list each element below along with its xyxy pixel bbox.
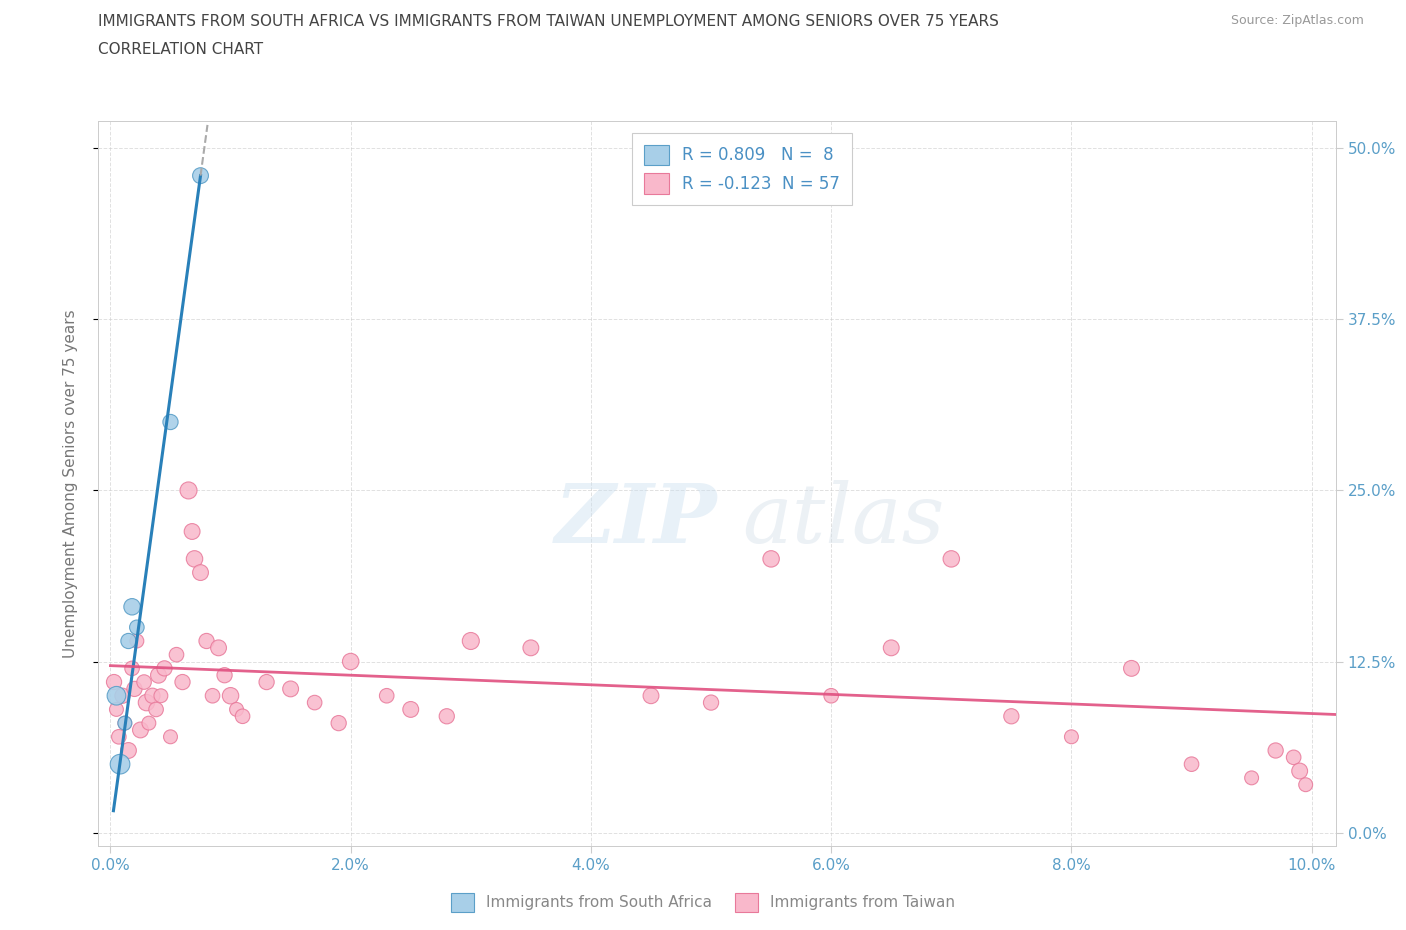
Point (1180, 757, 1202, 772)
Point (117, 633, 139, 648)
Point (125, 633, 148, 648)
Point (108, 729, 131, 744)
Point (153, 661, 176, 676)
Point (460, 633, 482, 648)
Point (114, 716, 136, 731)
Point (1288, 764, 1310, 778)
Point (1240, 770, 1263, 785)
Point (141, 688, 163, 703)
Point (1282, 750, 1305, 764)
Point (121, 661, 143, 676)
Point (207, 641, 229, 656)
Point (172, 674, 194, 689)
Point (304, 695, 326, 710)
Point (195, 633, 218, 648)
Point (759, 551, 782, 566)
Point (166, 647, 188, 662)
Point (103, 674, 125, 689)
Point (135, 695, 157, 710)
Point (820, 688, 842, 703)
Text: IMMIGRANTS FROM SOUTH AFRICA VS IMMIGRANTS FROM TAIWAN UNEMPLOYMENT AMONG SENIOR: IMMIGRANTS FROM SOUTH AFRICA VS IMMIGRAN… (98, 14, 1000, 29)
Point (145, 702, 167, 717)
Text: CORRELATION CHART: CORRELATION CHART (98, 42, 263, 57)
Point (149, 688, 172, 703)
Point (280, 682, 302, 697)
Point (177, 483, 200, 498)
Point (132, 674, 155, 689)
Point (124, 682, 146, 697)
Point (105, 702, 128, 717)
Y-axis label: Unemployment Among Seniors over 75 years: Unemployment Among Seniors over 75 years (63, 310, 77, 658)
Point (328, 716, 350, 731)
Point (339, 654, 361, 669)
Point (436, 709, 458, 724)
Text: Source: ZipAtlas.com: Source: ZipAtlas.com (1230, 14, 1364, 27)
Point (148, 668, 170, 683)
Point (232, 709, 254, 724)
Point (880, 641, 903, 656)
Point (183, 551, 205, 566)
Point (159, 415, 181, 430)
Point (125, 620, 148, 635)
Legend: R = 0.809   N =  8, R = -0.123  N = 57: R = 0.809 N = 8, R = -0.123 N = 57 (633, 133, 852, 206)
Point (214, 668, 236, 683)
Point (700, 695, 723, 710)
Point (105, 688, 128, 703)
Point (219, 688, 242, 703)
Point (640, 688, 662, 703)
Point (108, 757, 131, 772)
Point (111, 688, 134, 703)
Point (225, 702, 247, 717)
Point (129, 723, 152, 737)
Point (201, 688, 224, 703)
Point (138, 716, 160, 731)
Point (1000, 709, 1022, 724)
Text: ZIP: ZIP (554, 480, 717, 560)
Point (121, 599, 143, 614)
Point (399, 702, 422, 717)
Point (1060, 729, 1083, 744)
Point (1295, 777, 1317, 792)
Point (181, 525, 204, 539)
Point (114, 716, 136, 731)
Point (1264, 743, 1286, 758)
Point (190, 168, 212, 183)
Point (375, 688, 398, 703)
Point (256, 674, 278, 689)
Legend: Immigrants from South Africa, Immigrants from Taiwan: Immigrants from South Africa, Immigrants… (444, 887, 962, 918)
Point (1121, 661, 1143, 676)
Text: atlas: atlas (742, 480, 945, 560)
Point (190, 565, 212, 580)
Point (117, 743, 139, 758)
Point (941, 551, 963, 566)
Point (520, 641, 543, 656)
Point (159, 729, 181, 744)
